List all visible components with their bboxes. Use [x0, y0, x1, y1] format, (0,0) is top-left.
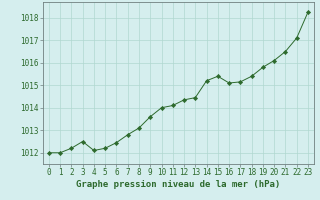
X-axis label: Graphe pression niveau de la mer (hPa): Graphe pression niveau de la mer (hPa)	[76, 180, 281, 189]
